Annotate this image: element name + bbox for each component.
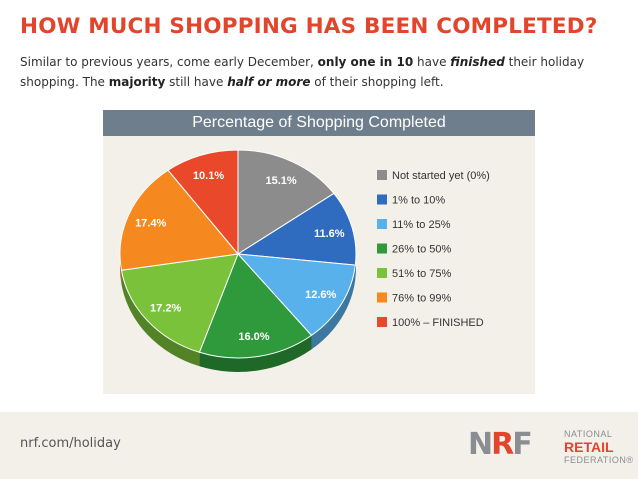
pie-slice-side (121, 270, 200, 367)
legend-entry: 100% – FINISHED (392, 317, 484, 329)
legend-entry: 76% to 99% (392, 293, 452, 305)
subtitle-part: their holiday shopping. The (20, 55, 585, 89)
legend-entry: 11% to 25% (392, 219, 451, 231)
legend-swatch (377, 317, 387, 327)
logo-wordmark: NATIONAL RETAIL FEDERATION® (564, 428, 633, 466)
pie-slice (167, 149, 239, 256)
logo-word-federation: FEDERATION® (564, 454, 633, 466)
logo-word-federation-text: FEDERATION (564, 455, 627, 465)
subtitle-part: have (413, 55, 451, 69)
subtitle-part: of their shopping left. (310, 75, 444, 89)
pie-slice (120, 253, 239, 353)
pie-data-label: 17.2% (150, 302, 181, 314)
legend-swatch (377, 219, 387, 229)
pie-slice (236, 192, 357, 266)
legend-swatch (377, 170, 387, 180)
legend-swatch (377, 268, 387, 278)
pie-data-label: 17.4% (135, 217, 166, 229)
legend-entry: 1% to 10% (392, 195, 445, 207)
legend-swatch (377, 292, 387, 303)
pie-slice-side (199, 335, 312, 373)
logo-letter-n: N (468, 427, 493, 462)
pie-data-label: 11.6% (314, 228, 345, 240)
subtitle-emphasis: only one in 10 (317, 55, 414, 69)
logo-letter-r: R (491, 427, 514, 462)
pie-slice-side (311, 265, 356, 350)
pie-slice (236, 253, 356, 337)
trademark-symbol: ® (626, 455, 634, 465)
logo-mark: NRF (468, 427, 533, 462)
pie-data-label: 16.0% (238, 331, 269, 343)
legend-swatch (377, 194, 387, 205)
pie-slice (119, 169, 239, 271)
pie-slice-side (120, 254, 122, 285)
pie-chart: 15.1% 11.6% 12.6% 16.0% 17.2% 17.4% 10.1% Not s… (119, 149, 490, 373)
legend-entry: 51% to 75% (392, 268, 452, 280)
subtitle: Similar to previous years, come early De… (20, 52, 620, 92)
logo-letter-f: F (512, 427, 532, 462)
subtitle-part: Similar to previous years, come early De… (20, 55, 318, 69)
subtitle-part: still have (165, 75, 228, 89)
footer-link[interactable]: nrf.com/holiday (20, 436, 121, 451)
nrf-logo: NRF NATIONAL RETAIL FEDERATION® (468, 426, 633, 466)
logo-word-national: NATIONAL (564, 429, 613, 439)
chart-title: Percentage of Shopping Completed (103, 110, 535, 136)
legend-entry: 26% to 50% (392, 244, 452, 256)
pie-slice (198, 253, 313, 359)
subtitle-emphasis: majority (108, 75, 166, 89)
legend-entry: Not started yet (0%) (392, 170, 490, 182)
legend-swatch (377, 243, 387, 254)
pie-data-label: 10.1% (193, 170, 224, 182)
pie-data-label: 12.6% (305, 289, 336, 301)
subtitle-emphasis: half or more (227, 75, 311, 89)
subtitle-emphasis: finished (450, 55, 505, 69)
logo-word-retail: RETAIL (564, 439, 614, 455)
footer: nrf.com/holiday NRF NATIONAL RETAIL FEDE… (0, 412, 638, 479)
pie-data-label: 15.1% (266, 175, 297, 187)
page-title: HOW MUCH SHOPPING HAS BEEN COMPLETED? (20, 14, 598, 39)
pie-slice (237, 149, 335, 255)
